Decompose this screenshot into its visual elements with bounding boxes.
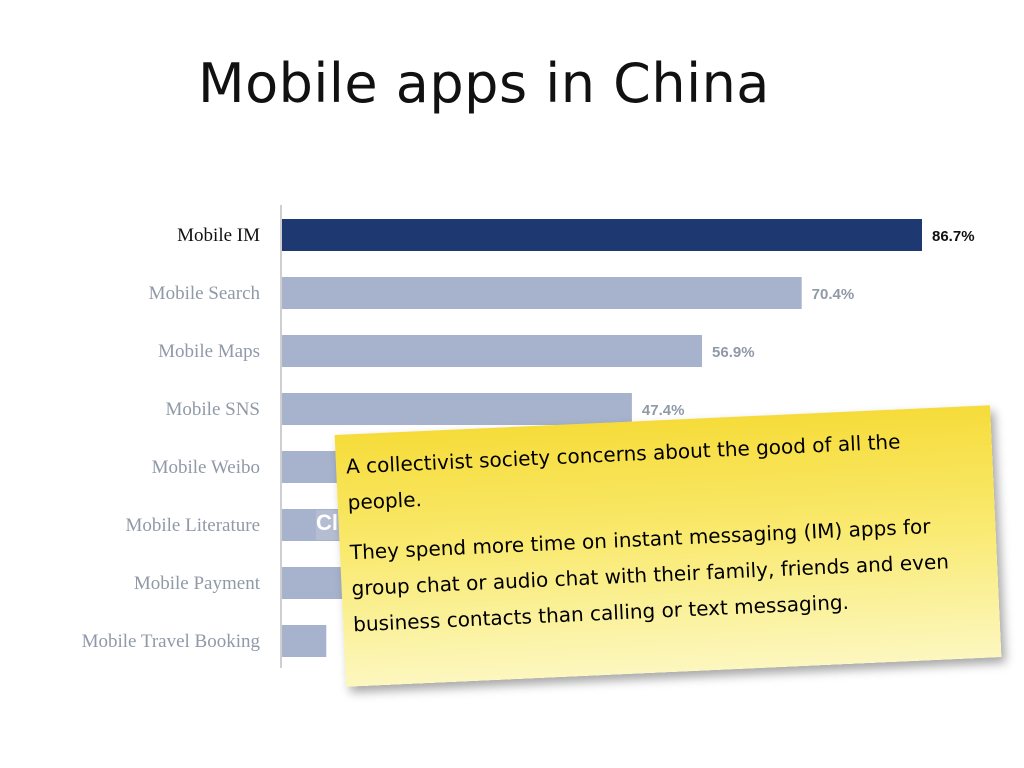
slide-title: Mobile apps in China [198, 52, 770, 115]
note-paragraph-1: A collectivist society concerns about th… [345, 429, 901, 515]
category-label: Mobile Search [149, 283, 261, 304]
bar-mobile-search [282, 277, 802, 309]
sticky-note: A collectivist society concerns about th… [334, 405, 1002, 687]
category-label: Mobile Payment [134, 573, 261, 594]
note-paragraph-2: They spend more time on instant messagin… [349, 514, 950, 637]
value-label: 70.4% [812, 286, 855, 303]
category-label: Mobile SNS [166, 399, 261, 420]
category-label: Mobile Weibo [152, 457, 260, 478]
value-label: 47.4% [642, 402, 685, 419]
bar-mobile-travel-booking [282, 625, 327, 657]
category-label: Mobile Maps [158, 341, 260, 362]
bar-mobile-im [282, 219, 922, 251]
bar-mobile-sns [282, 393, 632, 425]
category-label: Mobile IM [177, 225, 260, 246]
category-label: Mobile Travel Booking [82, 631, 261, 652]
category-label: Mobile Literature [125, 515, 260, 536]
value-label: 56.9% [712, 344, 755, 361]
bar-mobile-maps [282, 335, 703, 367]
value-label: 86.7% [932, 228, 975, 245]
